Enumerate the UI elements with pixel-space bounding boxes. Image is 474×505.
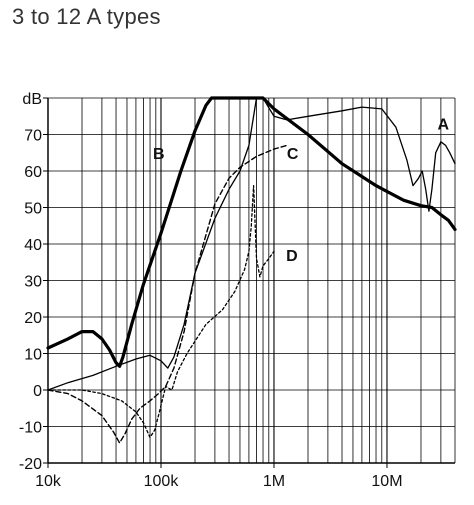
y-tick-label: 50 <box>24 201 42 218</box>
y-tick-label: -20 <box>19 456 42 473</box>
y-tick-label: 0 <box>33 383 42 400</box>
y-tick-label: 40 <box>24 237 42 254</box>
y-tick-label: 20 <box>24 310 42 327</box>
series-label-a: A <box>437 117 449 134</box>
series-line-d <box>47 184 275 439</box>
y-tick-label: 70 <box>24 128 42 145</box>
y-tick-label: dB <box>22 91 42 108</box>
series-line-b <box>46 96 457 368</box>
grid-lines <box>47 97 456 464</box>
y-tick-label: 60 <box>24 164 42 181</box>
x-tick-label: 10M <box>371 473 402 490</box>
y-tick-label: 30 <box>24 274 42 291</box>
axes <box>43 97 455 468</box>
series-labels: A B C D <box>153 117 449 265</box>
series-line-c <box>47 144 288 444</box>
x-tick-label: 1M <box>263 473 285 490</box>
series-label-d: D <box>286 248 298 265</box>
y-tick-label: 10 <box>24 347 42 364</box>
series-label-c: C <box>287 146 299 163</box>
chart-title: 3 to 12 A types <box>12 4 161 29</box>
series-lines <box>46 96 457 444</box>
x-tick-label: 10k <box>35 473 62 490</box>
series-label-b: B <box>153 146 165 163</box>
y-tick-label: -10 <box>19 420 42 437</box>
x-tick-label: 100k <box>144 473 180 490</box>
